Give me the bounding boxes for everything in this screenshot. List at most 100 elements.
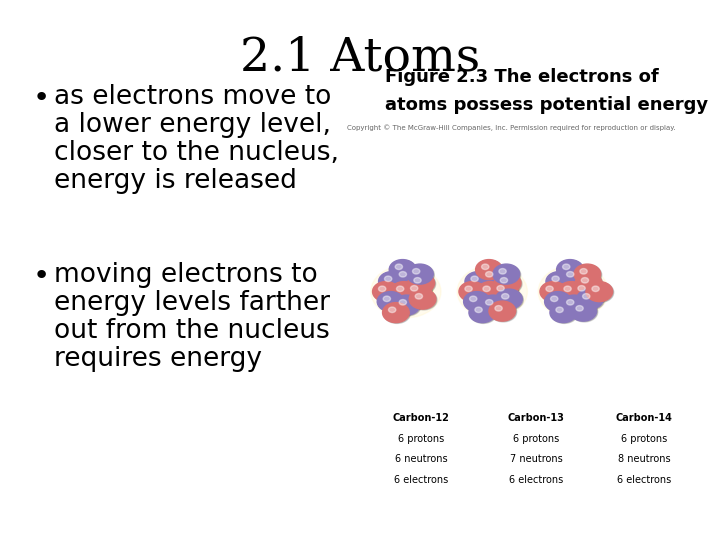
Ellipse shape — [550, 302, 577, 322]
Text: 6 electrons: 6 electrons — [509, 475, 564, 485]
Ellipse shape — [379, 286, 386, 292]
Text: •: • — [32, 84, 50, 112]
Ellipse shape — [473, 277, 512, 306]
Ellipse shape — [551, 296, 558, 301]
Ellipse shape — [477, 281, 503, 302]
Ellipse shape — [495, 274, 522, 294]
Ellipse shape — [586, 281, 613, 302]
Ellipse shape — [399, 272, 407, 277]
Ellipse shape — [567, 272, 574, 277]
Ellipse shape — [475, 307, 482, 313]
Ellipse shape — [372, 281, 399, 302]
Ellipse shape — [471, 276, 478, 281]
Ellipse shape — [384, 303, 410, 323]
Ellipse shape — [554, 277, 593, 306]
Ellipse shape — [575, 273, 602, 293]
Ellipse shape — [383, 296, 390, 301]
Ellipse shape — [495, 306, 503, 311]
Ellipse shape — [395, 296, 421, 316]
Ellipse shape — [414, 278, 421, 283]
Ellipse shape — [464, 292, 491, 313]
Ellipse shape — [547, 272, 574, 292]
Ellipse shape — [493, 264, 520, 284]
Ellipse shape — [470, 303, 497, 323]
Ellipse shape — [390, 260, 416, 280]
Ellipse shape — [497, 286, 504, 291]
Ellipse shape — [378, 292, 405, 313]
Ellipse shape — [582, 294, 590, 299]
Ellipse shape — [577, 290, 604, 310]
Ellipse shape — [393, 267, 420, 287]
Ellipse shape — [389, 307, 396, 313]
Ellipse shape — [371, 265, 441, 318]
Ellipse shape — [562, 268, 588, 288]
Text: energy levels farther: energy levels farther — [54, 290, 330, 316]
Ellipse shape — [500, 278, 508, 283]
Ellipse shape — [495, 273, 521, 293]
Ellipse shape — [576, 306, 583, 311]
Ellipse shape — [502, 294, 509, 299]
Ellipse shape — [481, 268, 508, 288]
Ellipse shape — [408, 265, 434, 285]
Ellipse shape — [562, 264, 570, 269]
Text: Carbon-13: Carbon-13 — [508, 413, 564, 423]
Ellipse shape — [485, 300, 493, 305]
Ellipse shape — [564, 286, 571, 292]
Ellipse shape — [544, 292, 571, 312]
Ellipse shape — [410, 290, 437, 310]
Ellipse shape — [587, 282, 613, 302]
Ellipse shape — [546, 272, 572, 292]
Ellipse shape — [546, 292, 572, 313]
Ellipse shape — [572, 281, 598, 301]
Ellipse shape — [556, 307, 563, 313]
Ellipse shape — [405, 282, 432, 302]
Ellipse shape — [392, 282, 418, 302]
Ellipse shape — [592, 286, 599, 292]
Ellipse shape — [382, 302, 409, 322]
Ellipse shape — [558, 260, 585, 280]
Text: 6 neutrons: 6 neutrons — [395, 454, 448, 464]
Ellipse shape — [409, 289, 436, 309]
Ellipse shape — [495, 289, 522, 309]
Text: Figure 2.3 The electrons of: Figure 2.3 The electrons of — [385, 68, 659, 85]
Text: out from the nucleus: out from the nucleus — [54, 318, 330, 344]
Ellipse shape — [408, 273, 435, 293]
Ellipse shape — [562, 296, 588, 316]
Ellipse shape — [469, 296, 477, 301]
Ellipse shape — [457, 265, 527, 318]
Text: Carbon-12: Carbon-12 — [393, 413, 449, 423]
Text: atoms possess potential energy: atoms possess potential energy — [385, 96, 708, 113]
Ellipse shape — [573, 282, 600, 302]
Ellipse shape — [477, 260, 503, 280]
Ellipse shape — [469, 302, 495, 322]
Ellipse shape — [571, 302, 598, 322]
Ellipse shape — [384, 276, 392, 281]
Ellipse shape — [561, 267, 588, 287]
Ellipse shape — [407, 264, 433, 284]
Ellipse shape — [551, 303, 577, 323]
Ellipse shape — [465, 271, 520, 312]
Ellipse shape — [415, 294, 423, 299]
Ellipse shape — [581, 278, 588, 283]
Text: 2.1 Atoms: 2.1 Atoms — [240, 35, 480, 80]
Ellipse shape — [575, 265, 602, 285]
Ellipse shape — [379, 271, 433, 312]
Ellipse shape — [379, 272, 406, 292]
Text: moving electrons to: moving electrons to — [54, 262, 318, 288]
Ellipse shape — [476, 260, 503, 280]
Ellipse shape — [489, 301, 516, 321]
Ellipse shape — [465, 272, 492, 292]
Text: 6 protons: 6 protons — [513, 434, 559, 444]
Ellipse shape — [574, 264, 600, 284]
Ellipse shape — [466, 272, 492, 292]
Ellipse shape — [485, 272, 493, 277]
Ellipse shape — [480, 295, 506, 315]
Ellipse shape — [464, 292, 490, 312]
Text: as electrons move to: as electrons move to — [54, 84, 331, 110]
Ellipse shape — [538, 265, 608, 318]
Ellipse shape — [557, 260, 583, 280]
Ellipse shape — [577, 274, 603, 294]
Ellipse shape — [478, 282, 505, 302]
Text: closer to the nucleus,: closer to the nucleus, — [54, 140, 339, 166]
Ellipse shape — [377, 292, 404, 312]
